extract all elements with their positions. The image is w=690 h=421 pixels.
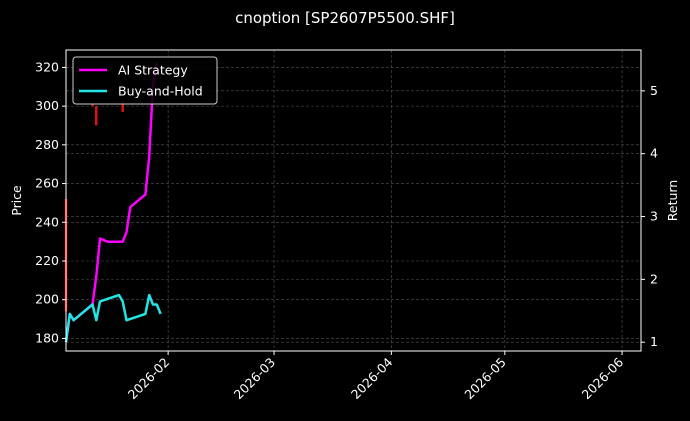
- chart-title: cnoption [SP2607P5500.SHF]: [235, 9, 455, 27]
- svg-text:220: 220: [35, 253, 59, 268]
- svg-text:2026-06: 2026-06: [579, 354, 627, 402]
- svg-text:3: 3: [650, 209, 658, 224]
- svg-text:Buy-and-Hold: Buy-and-Hold: [118, 84, 203, 99]
- svg-text:180: 180: [35, 330, 59, 345]
- svg-text:Price: Price: [9, 185, 24, 216]
- svg-text:2026-03: 2026-03: [231, 355, 279, 403]
- svg-text:200: 200: [35, 292, 59, 307]
- svg-text:2026-02: 2026-02: [125, 355, 173, 403]
- svg-text:2: 2: [650, 271, 658, 286]
- svg-text:AI Strategy: AI Strategy: [118, 63, 188, 78]
- svg-text:Return: Return: [665, 180, 680, 221]
- svg-text:2026-04: 2026-04: [348, 354, 396, 402]
- svg-text:300: 300: [35, 98, 59, 113]
- svg-text:320: 320: [35, 59, 59, 74]
- series-line: [64, 62, 159, 343]
- svg-text:240: 240: [35, 214, 59, 229]
- svg-text:2026-05: 2026-05: [461, 355, 509, 403]
- svg-text:280: 280: [35, 137, 59, 152]
- svg-text:260: 260: [35, 176, 59, 191]
- svg-text:1: 1: [650, 334, 658, 349]
- svg-text:4: 4: [650, 146, 658, 161]
- series-line: [64, 293, 162, 343]
- svg-text:5: 5: [650, 83, 658, 98]
